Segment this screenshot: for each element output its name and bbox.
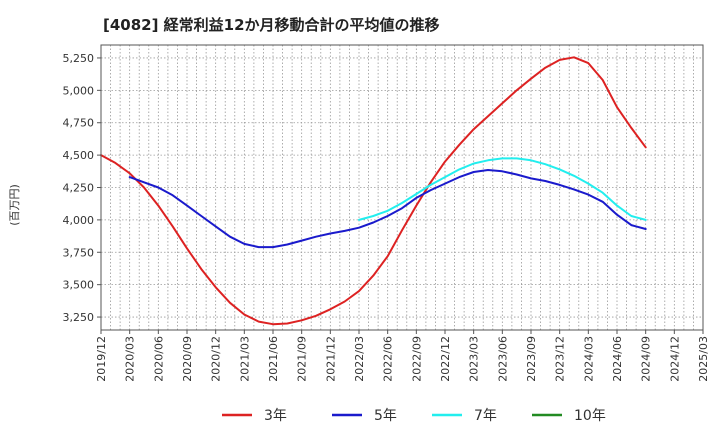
y-tick-label: 4,250 xyxy=(63,182,95,195)
x-tick-label: 2021/12 xyxy=(324,336,337,382)
x-tick-label: 2019/12 xyxy=(95,336,108,382)
legend-label: 5年 xyxy=(374,408,397,424)
x-tick-label: 2024/06 xyxy=(611,336,624,382)
legend-label: 7年 xyxy=(474,408,497,424)
x-tick-label: 2024/12 xyxy=(668,336,681,382)
x-tick-label: 2020/03 xyxy=(124,336,137,382)
x-tick-label: 2024/09 xyxy=(640,336,653,382)
series-line-7年 xyxy=(358,157,647,221)
series-line-5年 xyxy=(128,169,647,249)
y-tick-label: 3,500 xyxy=(63,279,95,292)
x-ticks: 2019/12 2020/03 2020/06 2020/09 2020/12 2021/… xyxy=(95,330,710,382)
x-tick-label: 2020/09 xyxy=(181,336,194,382)
y-tick-label: 5,000 xyxy=(63,84,95,97)
x-tick-label: 2022/03 xyxy=(353,336,366,382)
y-tick-label: 3,750 xyxy=(63,246,95,259)
y-tick-label: 4,500 xyxy=(63,149,95,162)
x-tick-label: 2023/12 xyxy=(554,336,567,382)
x-tick-label: 2021/03 xyxy=(238,336,251,382)
x-tick-label: 2021/06 xyxy=(267,336,280,382)
y-axis-label: (百万円) xyxy=(8,184,21,226)
y-tick-label: 5,250 xyxy=(63,52,95,65)
x-tick-label: 2020/06 xyxy=(152,336,165,382)
x-tick-label: 2023/03 xyxy=(468,336,481,382)
x-tick-label: 2021/09 xyxy=(296,336,309,382)
x-tick-label: 2022/06 xyxy=(382,336,395,382)
legend-label: 10年 xyxy=(574,408,606,424)
legend-label: 3年 xyxy=(264,408,287,424)
series-line-3年 xyxy=(100,56,647,326)
y-tick-label: 4,750 xyxy=(63,117,95,130)
series-layer xyxy=(100,56,647,326)
x-tick-label: 2025/03 xyxy=(697,336,710,382)
x-tick-label: 2023/06 xyxy=(496,336,509,382)
grid xyxy=(101,45,703,330)
y-ticks: 3,250 3,500 3,750 4,000 4,250 4,500 4,750 5,000… xyxy=(63,52,101,324)
x-tick-label: 2022/09 xyxy=(410,336,423,382)
x-tick-label: 2022/12 xyxy=(439,336,452,382)
x-tick-label: 2023/09 xyxy=(525,336,538,382)
y-tick-label: 4,000 xyxy=(63,214,95,227)
legend: 3年 5年 7年 10年 xyxy=(222,408,606,424)
chart-title: [4082] 経常利益12か月移動合計の平均値の推移 xyxy=(103,16,440,34)
y-tick-label: 3,250 xyxy=(63,311,95,324)
x-tick-label: 2020/12 xyxy=(210,336,223,382)
x-tick-label: 2024/03 xyxy=(582,336,595,382)
